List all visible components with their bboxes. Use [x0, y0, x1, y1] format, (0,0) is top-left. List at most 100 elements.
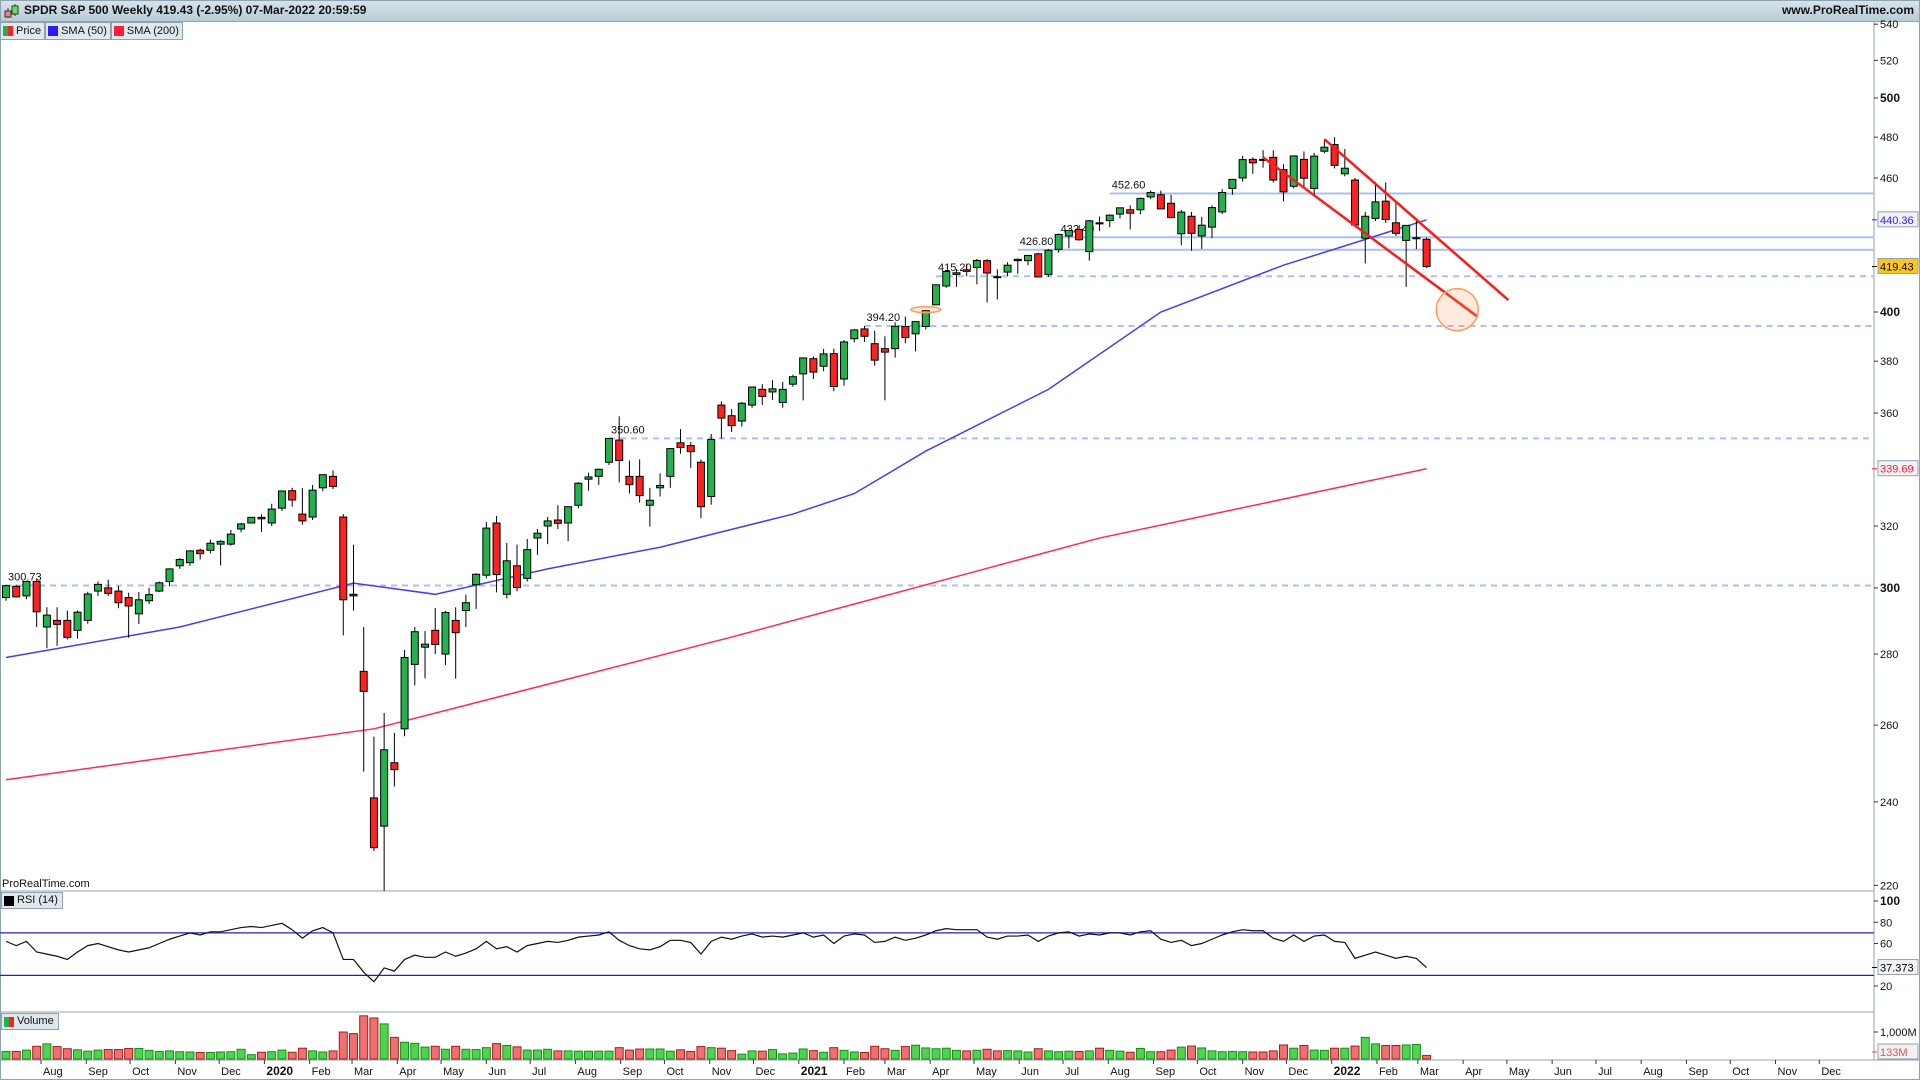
- candle: [359, 670, 368, 692]
- candle: [1156, 194, 1165, 210]
- candle: [1381, 200, 1390, 221]
- volume-bar: [226, 1051, 236, 1060]
- candle: [1248, 158, 1257, 164]
- volume-bar: [175, 1051, 185, 1060]
- candle: [1269, 156, 1278, 181]
- volume-bar: [849, 1051, 859, 1060]
- candle: [696, 461, 705, 508]
- candle: [891, 325, 900, 350]
- volume-bar: [512, 1046, 522, 1060]
- candle: [727, 415, 736, 427]
- x-tick-label: Nov: [1245, 1066, 1265, 1078]
- rsi-legend[interactable]: RSI (14): [1, 892, 63, 909]
- legend-sma50[interactable]: SMA (50): [45, 22, 111, 40]
- volume-bar: [471, 1049, 481, 1060]
- candle: [73, 611, 82, 631]
- candle: [329, 475, 338, 487]
- x-tick-label: Dec: [221, 1066, 241, 1078]
- candle: [778, 388, 787, 403]
- volume-bar: [11, 1050, 21, 1060]
- volume-bar: [1166, 1049, 1176, 1060]
- candle: [1167, 202, 1176, 219]
- volume-bar: [962, 1050, 972, 1060]
- volume-bar: [451, 1045, 461, 1060]
- volume-bar: [1268, 1050, 1278, 1060]
- y-tick-label: 360: [1880, 408, 1898, 420]
- volume-bar: [1084, 1050, 1094, 1060]
- volume-bar: [1074, 1050, 1084, 1060]
- x-tick-label: May: [976, 1066, 997, 1078]
- x-tick-label: Oct: [1732, 1066, 1749, 1078]
- volume-bar: [42, 1043, 52, 1060]
- candle: [1095, 222, 1104, 225]
- candle: [686, 445, 695, 453]
- volume-bar: [676, 1049, 686, 1060]
- candle: [625, 475, 634, 486]
- candle: [901, 325, 910, 339]
- volume-bar: [532, 1049, 542, 1060]
- y-tick-label: 300: [1880, 581, 1900, 595]
- volume-bar: [1135, 1047, 1145, 1060]
- candle: [380, 749, 389, 827]
- volume-bar: [165, 1050, 175, 1060]
- candle: [523, 549, 532, 579]
- volume-bar: [716, 1047, 726, 1060]
- price-swatch-icon: [3, 26, 13, 36]
- volume-bar: [808, 1050, 818, 1060]
- volume-bar: [1360, 1036, 1370, 1060]
- volume-bar: [287, 1051, 297, 1060]
- candle: [1126, 209, 1135, 214]
- volume-bar: [645, 1048, 655, 1060]
- last-price-value-box: [1877, 258, 1919, 275]
- volume-bar: [1217, 1051, 1227, 1060]
- candle: [22, 581, 31, 597]
- legend-sma200[interactable]: SMA (200): [110, 22, 183, 40]
- volume-bar: [461, 1048, 471, 1060]
- volume-bar: [778, 1053, 788, 1060]
- candle: [83, 593, 92, 621]
- volume-bar: [134, 1047, 144, 1060]
- volume-legend[interactable]: Volume: [1, 1013, 59, 1030]
- candle: [400, 656, 409, 730]
- volume-bar: [1422, 1054, 1432, 1060]
- candle: [1330, 144, 1339, 166]
- candle: [339, 516, 348, 601]
- candle: [594, 468, 603, 477]
- candle: [880, 348, 889, 353]
- volume-bar: [400, 1041, 410, 1060]
- volume-bar: [1105, 1049, 1115, 1060]
- volume-bar: [522, 1049, 532, 1060]
- volume-bar: [1370, 1043, 1380, 1060]
- candle: [1371, 201, 1380, 219]
- candle: [32, 581, 41, 613]
- candle: [390, 762, 399, 771]
- x-tick-label: Jun: [1021, 1066, 1039, 1078]
- candle: [788, 376, 797, 385]
- candle: [829, 353, 838, 388]
- volume-bar: [1227, 1050, 1237, 1060]
- candle: [482, 527, 491, 576]
- level-label: 452.60: [1112, 180, 1146, 192]
- candle: [993, 276, 1002, 279]
- candle: [635, 475, 644, 497]
- candle: [799, 357, 808, 375]
- volume-bar: [1156, 1051, 1166, 1060]
- candle: [12, 585, 21, 598]
- volume-bar: [1115, 1050, 1125, 1060]
- y-tick-label: 280: [1880, 649, 1898, 661]
- volume-bar: [1043, 1050, 1053, 1060]
- volume-bar: [1350, 1045, 1360, 1060]
- candle: [247, 516, 256, 524]
- candle: [1146, 191, 1155, 198]
- candle: [758, 388, 767, 397]
- rsi-tick-label: 60: [1880, 939, 1892, 951]
- candle: [63, 619, 72, 638]
- candle: [1228, 178, 1237, 189]
- highlight-ellipse: [910, 305, 942, 314]
- candle: [1136, 197, 1145, 211]
- candle: [543, 520, 552, 527]
- site-link[interactable]: www.ProRealTime.com: [1781, 3, 1914, 17]
- candle: [1187, 215, 1196, 234]
